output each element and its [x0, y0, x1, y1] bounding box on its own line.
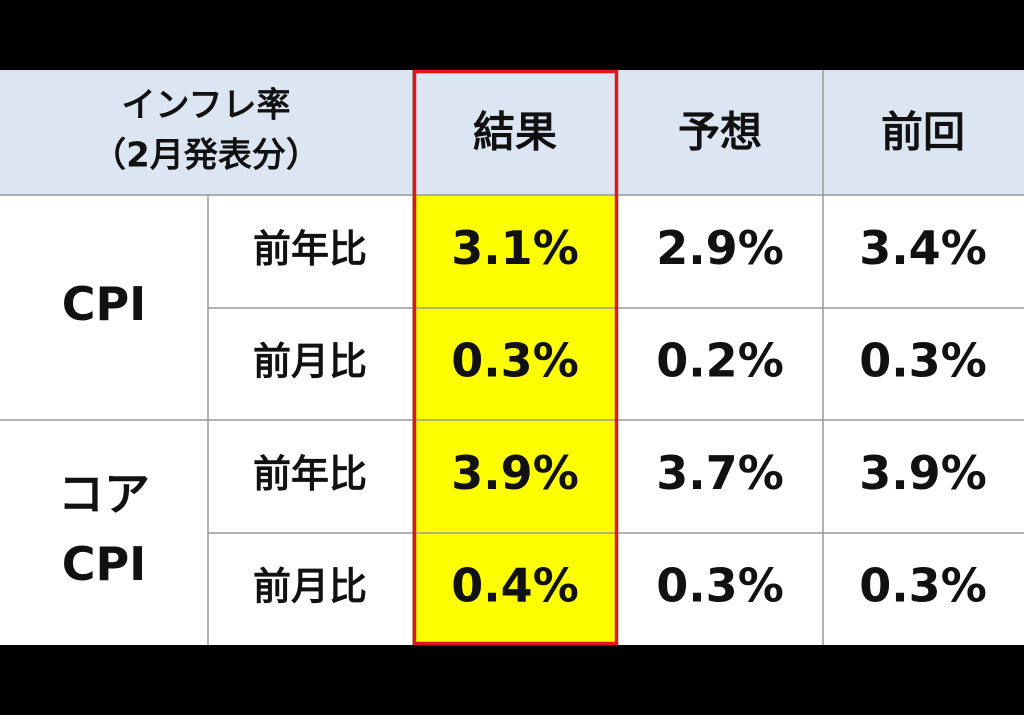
- header-title: （2月発表分）: [92, 136, 320, 176]
- value: 3.4%: [859, 221, 987, 275]
- result-value: 0.4%: [451, 558, 579, 612]
- result-value: 0.3%: [451, 333, 579, 387]
- group-label: CPI: [62, 277, 147, 331]
- row-label: 前年比: [253, 452, 367, 496]
- group-label: コア: [58, 467, 150, 521]
- row-label: 前年比: [253, 227, 367, 271]
- value: 0.3%: [859, 333, 987, 387]
- column-header: 予想: [678, 108, 762, 157]
- result-value: 3.9%: [451, 446, 579, 500]
- header-row: [0, 70, 1024, 195]
- value: 0.2%: [656, 333, 784, 387]
- row-label: 前月比: [253, 339, 367, 383]
- column-header: 結果: [473, 108, 557, 157]
- group-label: CPI: [62, 537, 147, 591]
- value: 2.9%: [656, 221, 784, 275]
- result-value: 3.1%: [451, 221, 579, 275]
- result-highlight-border: [412, 69, 619, 646]
- value: 3.9%: [859, 446, 987, 500]
- value: 3.7%: [656, 446, 784, 500]
- header-title: インフレ率: [122, 86, 291, 126]
- column-header: 前回: [881, 108, 965, 157]
- value: 0.3%: [656, 558, 784, 612]
- value: 0.3%: [859, 558, 987, 612]
- row-label: 前月比: [253, 564, 367, 608]
